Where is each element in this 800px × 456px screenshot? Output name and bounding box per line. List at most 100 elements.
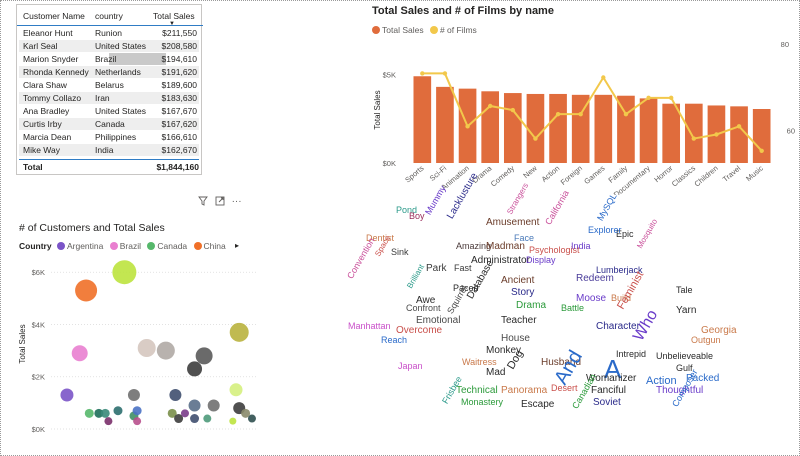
word-cloud-term[interactable]: Squirrel [445,283,470,316]
word-cloud-term[interactable]: Tale [676,285,693,295]
word-cloud-term[interactable]: Yarn [676,305,697,316]
scatter-point[interactable] [203,414,212,423]
cell-customer-name[interactable]: Marcia Dean [23,132,72,142]
cell-total-sales[interactable]: $194,610 [161,54,197,64]
scatter-point[interactable] [247,414,256,423]
scatter-point[interactable] [84,408,94,418]
word-cloud-term[interactable]: Mosquito [635,217,660,250]
scatter-point[interactable] [156,341,175,360]
word-cloud[interactable]: Pond Boy Amusement Strangers Dentist Mummy Lac… [345,171,741,426]
column-header-total-sales[interactable]: Total Sales [153,11,195,21]
word-cloud-term[interactable]: Panorama [501,385,548,396]
word-cloud-term[interactable]: Park [426,263,447,274]
cell-country[interactable]: Brazil [95,54,117,64]
scatter-point[interactable] [174,414,184,424]
word-cloud-term[interactable]: Reach [381,335,408,345]
table-row[interactable]: Karl Seal United States $208,580 [19,40,199,52]
word-cloud-term[interactable]: A [604,354,622,384]
table-row[interactable]: Marion Snyder Brazil $194,610 [19,53,199,65]
cell-total-sales[interactable]: $166,610 [161,132,197,142]
word-cloud-term[interactable]: Display [526,255,556,265]
cell-country[interactable]: United States [95,106,147,116]
word-cloud-term[interactable]: Mad [486,367,506,378]
cell-customer-name[interactable]: Karl Seal [23,41,58,51]
scatter-point[interactable] [112,260,137,285]
scatter-point[interactable] [180,409,189,418]
scatter-point[interactable] [187,361,203,377]
scatter-point[interactable] [229,322,249,342]
cell-total-sales[interactable]: $191,620 [161,67,197,77]
word-cloud-term[interactable]: Waitress [462,357,497,367]
word-cloud-term[interactable]: Who [630,307,662,344]
cell-total-sales[interactable]: $208,580 [161,41,197,51]
word-cloud-term[interactable]: Unbelieveable [656,351,714,361]
word-cloud-term[interactable]: Battle [561,303,585,313]
scatter-point[interactable] [167,408,177,418]
word-cloud-term[interactable]: Intrepid [616,349,647,359]
word-cloud-term[interactable]: Epic [616,229,634,239]
scatter-point[interactable] [132,406,142,416]
focus-mode-icon[interactable] [215,196,228,209]
sales-table[interactable]: Customer Name country Total Sales ▼ Elea… [16,4,203,175]
scatter-point[interactable] [75,279,98,302]
word-cloud-term[interactable]: Dentist [366,233,395,243]
word-cloud-term[interactable]: Japan [398,361,423,371]
cell-country[interactable]: India [95,145,114,155]
word-cloud-term[interactable]: Monastery [461,397,504,407]
word-cloud-term[interactable]: Packed [686,373,720,384]
legend-item-films[interactable]: # of Films [429,25,477,35]
scatter-point[interactable] [113,406,123,416]
word-cloud-term[interactable]: Paced [453,283,479,293]
cell-total-sales[interactable]: $189,600 [161,80,197,90]
scatter-point[interactable] [190,414,200,424]
cell-country[interactable]: Belarus [95,80,124,90]
word-cloud-term[interactable]: House [501,333,530,344]
word-cloud-term[interactable]: Amusement [486,217,540,228]
column-header-country[interactable]: country [95,11,123,21]
word-cloud-term[interactable]: Brilliant [405,262,427,290]
cell-customer-name[interactable]: Marion Snyder [23,54,79,64]
word-cloud-term[interactable]: Emotional [416,315,461,326]
scatter-point[interactable] [71,345,88,362]
cell-country[interactable]: Netherlands [95,67,141,77]
cell-customer-name[interactable]: Ana Bradley [23,106,70,116]
word-cloud-term[interactable]: Character [596,321,640,332]
more-options-icon[interactable]: ··· [231,196,242,207]
word-cloud-term[interactable]: Technical [456,385,498,396]
scatter-point[interactable] [137,339,156,357]
scatter-point[interactable] [229,383,243,397]
word-cloud-term[interactable]: Administrator [471,255,530,266]
cell-customer-name[interactable]: Curtis Irby [23,119,62,129]
word-cloud-term[interactable]: Pond [396,205,418,215]
cell-total-sales[interactable]: $211,550 [162,28,197,38]
scatter-point[interactable] [94,408,104,418]
scatter-point[interactable] [188,399,201,412]
scatter-chart[interactable]: Total Sales $6K $4K $2K $0K [11,259,261,439]
word-cloud-term[interactable]: Fanciful [591,385,627,396]
legend-item-total-sales[interactable]: Total Sales [372,25,424,35]
cell-total-sales[interactable]: $167,620 [161,119,197,129]
word-cloud-term[interactable]: Teacher [501,315,537,326]
table-row[interactable]: Curtis Irby Canada $167,620 [19,118,199,130]
legend-item-brazil[interactable]: Brazil [109,241,141,251]
scatter-point[interactable] [100,408,110,418]
table-row[interactable]: Rhonda Kennedy Netherlands $191,620 [19,66,199,78]
word-cloud-term[interactable]: Convention [345,236,377,281]
word-cloud-term[interactable]: Husband [541,357,582,368]
cell-total-sales[interactable]: $183,630 [161,93,197,103]
legend-scroll-right-icon[interactable]: ▸ [235,241,240,250]
scatter-point[interactable] [241,408,251,418]
word-cloud-term[interactable]: Ancient [501,275,535,286]
word-cloud-term[interactable]: Psychologist [529,245,580,255]
cell-customer-name[interactable]: Eleanor Hunt [23,28,73,38]
cell-customer-name[interactable]: Mike Way [23,145,60,155]
word-cloud-term[interactable]: Build [611,293,632,303]
cell-country[interactable]: Canada [95,119,125,129]
word-cloud-term[interactable]: Amazing [456,241,492,251]
word-cloud-term[interactable]: Soviet [593,397,621,408]
word-cloud-term[interactable]: Manhattan [348,321,391,331]
cell-country[interactable]: Philippines [95,132,137,142]
table-row[interactable]: Clara Shaw Belarus $189,600 [19,79,199,91]
table-row[interactable]: Marcia Dean Philippines $166,610 [19,131,199,143]
